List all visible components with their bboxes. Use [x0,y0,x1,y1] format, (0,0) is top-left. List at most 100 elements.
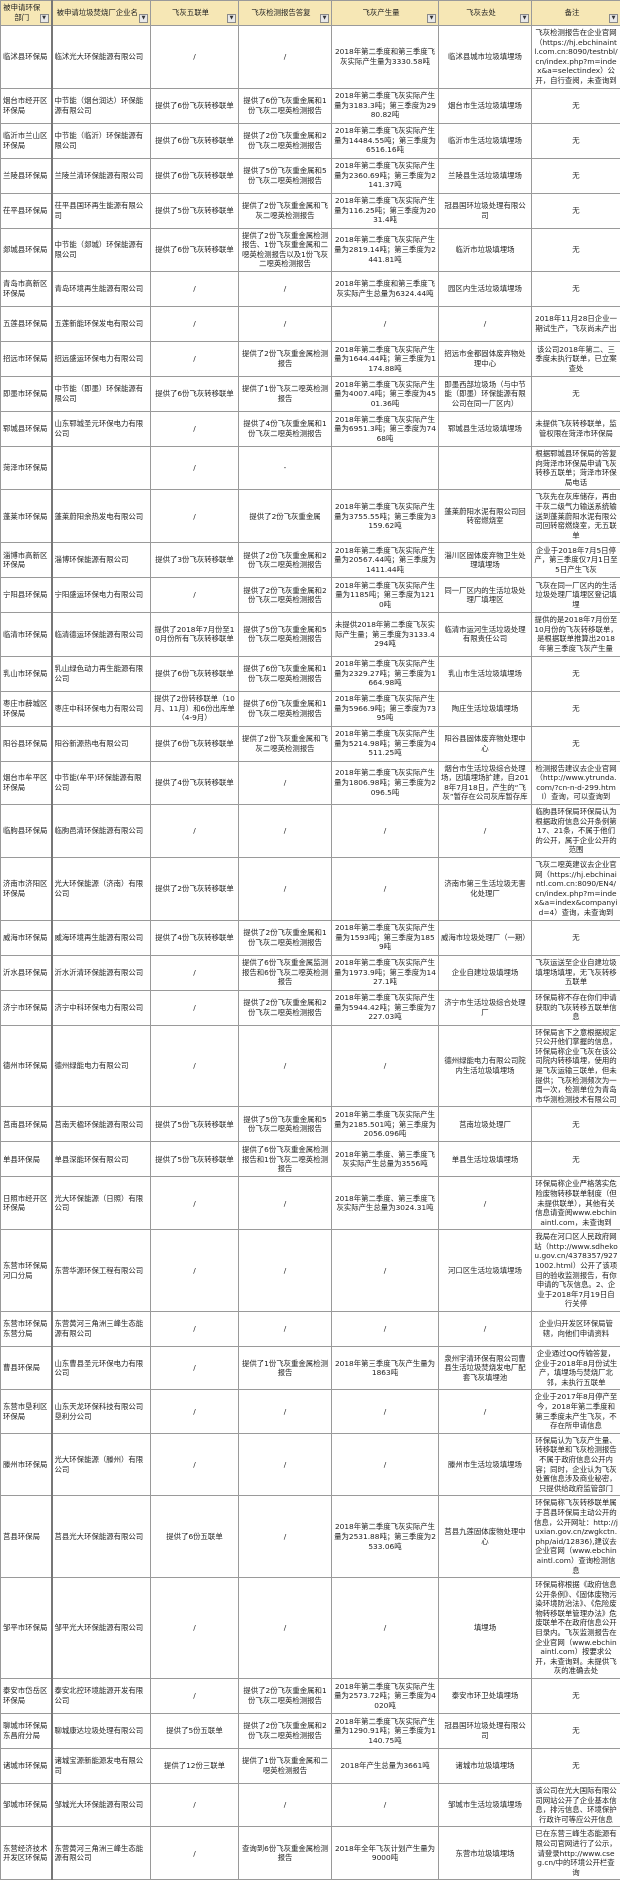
dropdown-arrow-icon[interactable]: ▼ [139,14,148,23]
cell-company: 青岛环境再生能源有限公司 [52,271,151,306]
cell-destination: 泰安市环卫处填埋场 [439,1679,532,1714]
cell-company: 临沭光大环保能源有限公司 [52,26,151,89]
cell-company: 淄博环保能源有限公司 [52,543,151,578]
cell-manifest: 提供了6份飞灰转移联单 [151,158,239,193]
cell-remarks: 无 [532,691,620,726]
cell-remarks: 无 [532,193,620,228]
cell-remarks: 飞灰先在灰库储存，再由干灰二级气力输送系统输送到蓬莱蔚阳水泥有限公司回转窑燃烧室… [532,490,620,543]
cell-test-report: 提供了6份飞灰重金属和1份飞灰二噁英检测报告 [239,88,332,123]
cell-destination: 单县生活垃圾填埋场 [439,1142,532,1177]
cell-company: 枣庄中科环保电力有限公司 [52,691,151,726]
cell-manifest: / [151,1433,239,1496]
cell-amount: 2018年第二季度飞灰实际产生量为1806.98吨；第三季度为2096.5吨 [332,761,439,804]
table-row: 阳谷县环保局阳谷新源热电有限公司提供了6份飞灰转移联单提供了2份飞灰重金属和飞灰… [1,726,620,761]
cell-test-report: 提供了6份飞灰重金属检测报告和1份飞灰二噁英检测报告 [239,1142,332,1177]
cell-destination: / [439,805,532,858]
cell-company: 光大环保能源（日照）有限公司 [52,1177,151,1230]
cell-manifest: / [151,1312,239,1347]
cell-manifest: / [151,1177,239,1230]
cell-company: 邹平光大环保能源有限公司 [52,1578,151,1679]
cell-manifest: / [151,1347,239,1390]
cell-company: 招远盛运环保电力有限公司 [52,341,151,376]
cell-test-report: 提供了5份飞灰重金属和5份飞灰二噁英检测报告 [239,158,332,193]
cell-department: 聊城市环保局东昌府分局 [1,1714,52,1749]
dropdown-arrow-icon[interactable]: ▼ [427,14,436,23]
cell-department: 曹县环保局 [1,1347,52,1390]
table-row: 泰安市岱岳区环保局泰安北控环境能源开发有限公司/提供了2份飞灰重金属和1份飞灰二… [1,1679,620,1714]
cell-company: 诸城宝源新能源发电有限公司 [52,1749,151,1784]
cell-company: 山东曹县圣元环保电力有限公司 [52,1347,151,1390]
table-row: 即墨市环保局中节能（即墨）环保能源有限公司提供了6份飞灰转移联单提供了1份飞灰二… [1,376,620,411]
cell-department: 临沂市兰山区环保局 [1,123,52,158]
cell-test-report: - [239,446,332,489]
cell-test-report: / [239,1230,332,1312]
cell-amount: 2018年第二季度飞灰实际产生量为3183.3吨；第三季度为2980.82吨 [332,88,439,123]
cell-department: 单县环保局 [1,1142,52,1177]
cell-test-report: 提供了2份飞灰重金属检测报告、1份飞灰重金属和二噁英检测报告以及1份飞灰二噁英检… [239,228,332,271]
cell-amount: / [332,1784,439,1827]
cell-destination: 烟台市生活垃圾综合处理场，因填埋场扩建，自2018年7月18日，产生的“飞灰”暂… [439,761,532,804]
cell-test-report: 提供了2份飞灰重金属和2份飞灰二噁英检测报告 [239,578,332,613]
cell-test-report: 提供了2份飞灰重金属检测报告 [239,341,332,376]
table-body: 临沭县环保局临沭光大环保能源有限公司//2018年第二季度和第三季度飞灰实际产生… [1,26,620,1880]
cell-test-report: / [239,1496,332,1578]
cell-company: 中节能(牟平)环保能源有限公司 [52,761,151,804]
cell-remarks: 提供的是2018年7月份至10月份的飞灰转移联单，是根据联单推算出2018年第三… [532,613,620,656]
cell-remarks: 企业于2018年7月5日停产，第三季度仅7月1日至5日产生飞灰 [532,543,620,578]
dropdown-arrow-icon[interactable]: ▼ [40,14,49,23]
cell-remarks: 无 [532,726,620,761]
cell-destination: 淄川区固体废弃物卫生处理填埋场 [439,543,532,578]
table-row: 烟台市牟平区环保局中节能(牟平)环保能源有限公司提供了4份飞灰转移联单/2018… [1,761,620,804]
cell-department: 青岛市高新区环保局 [1,271,52,306]
dropdown-arrow-icon[interactable]: ▼ [227,14,236,23]
cell-amount: 2018年第三季度飞灰产生量为1863吨 [332,1347,439,1390]
cell-company: 泰安北控环境能源开发有限公司 [52,1679,151,1714]
cell-department: 莒县环保局 [1,1496,52,1578]
cell-department: 枣庄市薛城区环保局 [1,691,52,726]
cell-department: 阳谷县环保局 [1,726,52,761]
cell-department: 烟台市经开区环保局 [1,88,52,123]
header-label: 被申请垃圾焚烧厂企业名 [57,8,138,17]
cell-department: 莒南县环保局 [1,1107,52,1142]
dropdown-arrow-icon[interactable]: ▼ [609,14,618,23]
cell-company: 五莲新能环保发电有限公司 [52,306,151,341]
dropdown-arrow-icon[interactable]: ▼ [320,14,329,23]
cell-company [52,446,151,489]
cell-manifest: / [151,578,239,613]
cell-destination: 企业自建垃圾填埋场 [439,955,532,990]
cell-remarks: 企业通过QQ传输答复，企业于2018年8月份试生产，填埋场与焚烧厂北邻，未执行五… [532,1347,620,1390]
cell-destination: 济宁市生活垃圾综合处理厂 [439,990,532,1025]
cell-manifest: 提供了4份飞灰转移联单 [151,761,239,804]
cell-company: 临清德运环保能源有限公司 [52,613,151,656]
table-row: 枣庄市薛城区环保局枣庄中科环保电力有限公司提供了2份转移联单（10月、11月）和… [1,691,620,726]
cell-test-report: 提供了6份飞灰重金属和1份飞灰二噁英检测报告 [239,691,332,726]
table-row: 日照市经开区环保局光大环保能源（日照）有限公司//2018年第二季度、第三季度飞… [1,1177,620,1230]
header-test-report: 飞灰检测报告答复▼ [239,1,332,26]
cell-test-report: 提供了2份飞灰重金属和2份飞灰二噁英检测报告 [239,543,332,578]
cell-department: 泰安市岱岳区环保局 [1,1679,52,1714]
table-row: 济南市济阳区环保局光大环保能源（济南）有限公司提供了2份飞灰转移联单//济南市第… [1,858,620,921]
cell-test-report: 提供了2份飞灰重金属和1份飞灰二噁英检测报告 [239,920,332,955]
dropdown-arrow-icon[interactable]: ▼ [520,14,529,23]
cell-remarks: 无 [532,271,620,306]
cell-department: 临清市环保局 [1,613,52,656]
cell-destination: 即墨西部垃圾场（与中节能（即墨）环保能源有限公司在同一厂区内） [439,376,532,411]
table-row: 淄博市高新区环保局淄博环保能源有限公司提供了3份飞灰转移联单提供了2份飞灰重金属… [1,543,620,578]
cell-test-report: / [239,1578,332,1679]
cell-destination: 冠县国环垃圾处理有限公司 [439,1714,532,1749]
table-row: 滕州市环保局光大环保能源（滕州）有限公司///滕州市生活垃圾填埋场环保局认为飞灰… [1,1433,620,1496]
cell-department: 临沭县环保局 [1,26,52,89]
cell-amount [332,446,439,489]
cell-amount: / [332,1578,439,1679]
cell-manifest: / [151,1390,239,1433]
table-row: 烟台市经开区环保局中节能（烟台润达）环保能源有限公司提供了6份飞灰转移联单提供了… [1,88,620,123]
table-row: 菏泽市环保局/-根据郓城县环保局的答复向菏泽市环保局申请飞灰转移五联单；菏泽市环… [1,446,620,489]
cell-remarks: 无 [532,1749,620,1784]
cell-destination: / [439,306,532,341]
cell-remarks: 环保局认为飞灰产生量、转移联单和飞灰检测报告不属于政府信息公开内容；同时，企业认… [532,1433,620,1496]
cell-department: 淄博市高新区环保局 [1,543,52,578]
cell-amount: 2018年第二季度飞灰实际产生量为6951.3吨；第三季度为7468吨 [332,411,439,446]
header-manifest: 飞灰五联单▼ [151,1,239,26]
cell-amount: 2018年第二季度飞灰实际产生量为2329.27吨；第三季度为1664.98吨 [332,656,439,691]
cell-remarks: 无 [532,920,620,955]
